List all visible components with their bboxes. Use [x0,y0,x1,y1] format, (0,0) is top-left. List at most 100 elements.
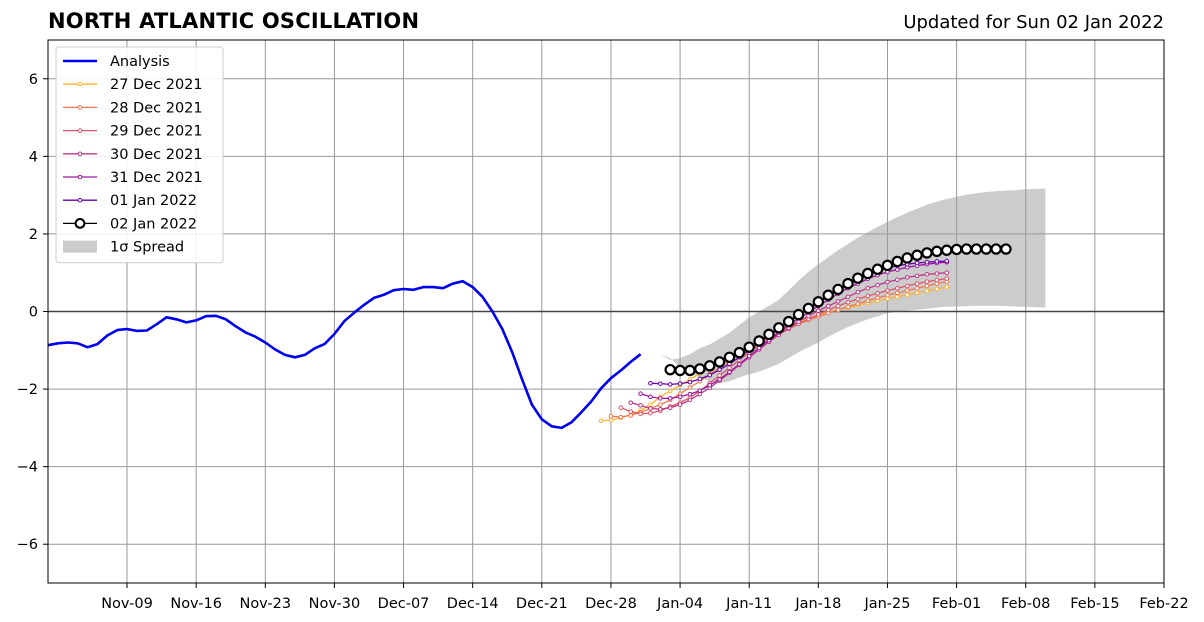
data-point [865,285,871,291]
legend-item: 30 Dec 2021 [63,147,203,163]
legend-label: Analysis [110,54,170,70]
legend-label: 27 Dec 2021 [110,77,203,93]
data-point [648,380,653,386]
data-point [835,303,841,309]
data-point [885,279,890,285]
data-point [852,272,864,284]
y-tick-label: −2 [17,382,38,398]
data-point [911,249,923,261]
x-tick-label: Dec-28 [585,596,637,612]
data-point [855,296,861,302]
data-point [697,376,703,382]
data-point [904,275,910,280]
data-point [674,364,686,377]
data-point [944,276,950,281]
data-point [697,388,703,393]
data-point [628,409,633,414]
data-point [944,258,950,264]
legend-label: 1σ Spread [110,240,184,256]
data-point [875,290,880,296]
legend-label: 01 Jan 2022 [110,193,197,209]
data-point [694,363,706,375]
data-point [825,303,831,309]
legend-item: 01 Jan 2022 [63,193,197,209]
data-point [658,396,663,401]
data-point [707,372,712,378]
data-point [822,289,834,301]
data-point [904,292,910,298]
data-point [934,286,940,292]
legend-item: 1σ Spread [63,240,184,256]
data-point [944,284,950,290]
x-axis: Nov-09 Nov-16 Nov-23 Nov-30 Dec-07 Dec-14 Dec-… [101,583,1189,612]
data-point [885,288,890,293]
data-point [871,263,884,275]
data-point [717,377,722,382]
legend-box [55,46,224,264]
data-point [756,345,762,351]
data-point [648,402,653,407]
data-point [891,255,904,268]
data-point [845,299,851,305]
x-tick-label: Dec-07 [378,596,430,612]
x-tick-label: Nov-23 [239,596,291,612]
x-tick-label: Feb-15 [1070,596,1119,612]
data-point [914,281,920,286]
updated-date: Updated for Sun 02 Jan 2022 [903,12,1164,33]
data-point [743,341,755,353]
data-point [835,299,841,304]
y-axis: −6 −4 −2 0 2 4 6 [17,72,48,553]
legend-marker [77,81,83,87]
data-point [667,396,673,401]
analysis-line [47,279,642,430]
data-point [628,400,633,405]
data-point [924,279,930,284]
data-point [885,292,890,298]
data-point [677,381,683,386]
data-point [687,391,693,397]
data-point [881,259,894,272]
y-tick-label: 0 [29,305,38,321]
data-point [845,294,851,300]
data-point [855,301,861,307]
data-point [783,315,795,328]
chart-title: NORTH ATLANTIC OSCILLATION [48,9,420,33]
data-point [865,293,871,299]
data-point [921,247,933,259]
analysis-layer [47,279,642,430]
data-point [684,364,696,377]
data-point [717,373,722,378]
data-point [664,363,676,376]
data-point [812,296,825,308]
legend-item: 31 Dec 2021 [63,170,203,186]
data-point [746,353,752,359]
data-point [895,285,900,291]
data-point [727,369,732,375]
data-point [638,411,643,417]
data-point [806,313,811,319]
data-point [904,283,910,289]
data-point [895,294,900,300]
data-point [713,356,726,368]
data-point [687,397,693,403]
data-point [865,298,871,303]
legend: Analysis 27 Dec 2021 28 Dec 2021 29 Dec 202… [55,46,224,264]
data-point [687,385,693,390]
data-point [855,289,861,295]
data-point [914,285,920,291]
data-point [944,270,950,276]
x-tick-label: Dec-21 [516,596,568,612]
data-point [618,414,624,420]
x-tick-label: Jan-18 [794,596,841,612]
data-point [628,413,633,418]
legend-label: 28 Dec 2021 [110,100,203,116]
data-point [924,259,930,265]
data-point [990,243,1002,255]
legend-label: 29 Dec 2021 [110,124,203,140]
data-point [914,260,920,266]
data-point [914,273,920,279]
legend-label: 31 Dec 2021 [110,170,203,186]
y-tick-label: 4 [29,149,38,165]
x-tick-label: Nov-30 [309,596,361,612]
